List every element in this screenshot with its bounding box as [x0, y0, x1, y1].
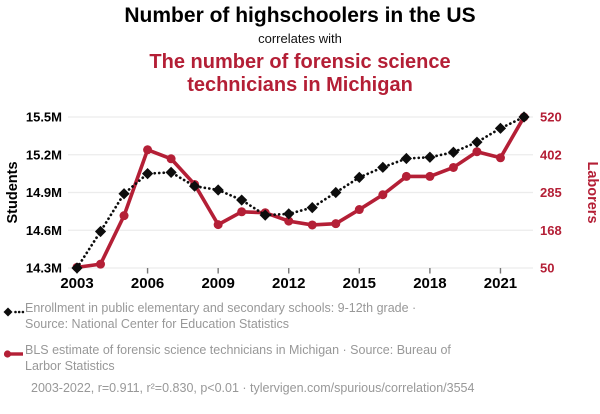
- correlates-with-label: correlates with: [258, 31, 342, 46]
- left-axis-ticks: 14.3M 14.6M 14.9M 15.2M 15.5M: [26, 110, 62, 276]
- legend: Enrollment in public elementary and seco…: [3, 301, 593, 385]
- svg-text:2003: 2003: [60, 275, 93, 292]
- stats-citation: 2003-2022, r=0.911, r²=0.830, p<0.01 · t…: [31, 381, 475, 395]
- svg-text:15.2M: 15.2M: [26, 147, 62, 162]
- svg-text:285: 285: [540, 185, 562, 200]
- chart-canvas: 14.3M 14.6M 14.9M 15.2M 15.5M 50 168 285 402 520 2…: [5, 110, 600, 293]
- legend-label-forensic: BLS estimate of forensic science technic…: [25, 343, 451, 373]
- left-axis-title: Students: [5, 161, 21, 223]
- svg-text:2012: 2012: [272, 275, 305, 292]
- legend-item-enrollment: Enrollment in public elementary and seco…: [3, 301, 593, 332]
- svg-text:2015: 2015: [343, 275, 376, 292]
- gridlines: [68, 116, 533, 269]
- secondary-title-line-1: The number of forensic science: [149, 51, 451, 73]
- svg-text:402: 402: [540, 147, 562, 162]
- red-circle-solid-line-icon: [3, 346, 25, 364]
- svg-text:2006: 2006: [131, 275, 164, 292]
- secondary-title-line-2: technicians in Michigan: [187, 74, 413, 96]
- page-title: Number of highschoolers in the US: [124, 4, 476, 27]
- svg-text:168: 168: [540, 223, 562, 238]
- legend-label-enrollment: Enrollment in public elementary and seco…: [25, 301, 417, 331]
- svg-text:15.5M: 15.5M: [26, 110, 62, 125]
- svg-text:2018: 2018: [413, 275, 446, 292]
- svg-text:2009: 2009: [201, 275, 234, 292]
- svg-text:2021: 2021: [484, 275, 517, 292]
- right-axis-ticks: 50 168 285 402 520: [540, 110, 562, 276]
- svg-text:14.3M: 14.3M: [26, 261, 62, 276]
- svg-text:520: 520: [540, 110, 562, 125]
- x-axis-ticks: 2003 2006 2009 2012 2015 2018 2021: [60, 268, 517, 292]
- svg-text:14.6M: 14.6M: [26, 223, 62, 238]
- secondary-title: The number of forensic science technicia…: [0, 51, 600, 97]
- right-axis-title: Laborers: [584, 161, 600, 223]
- legend-item-forensic: BLS estimate of forensic science technic…: [3, 343, 593, 374]
- svg-text:50: 50: [540, 261, 554, 276]
- series-enrollment: [71, 111, 530, 274]
- svg-text:14.9M: 14.9M: [26, 185, 62, 200]
- black-diamond-dotted-line-icon: [3, 304, 25, 322]
